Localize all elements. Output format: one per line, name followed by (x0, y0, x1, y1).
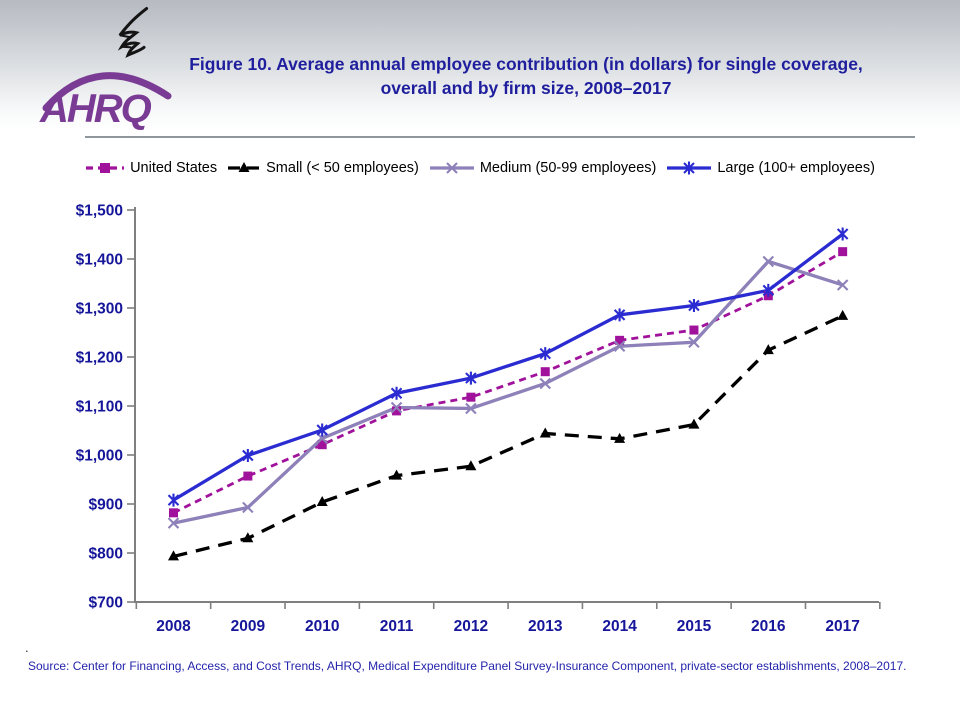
legend-label-4: Large (100+ employees) (717, 160, 875, 176)
x-axis-label: 2013 (528, 618, 563, 635)
ahrq-logo: AHRQ (36, 4, 206, 132)
data-point-marker (836, 227, 849, 241)
data-point-marker (465, 402, 477, 415)
legend-label-1: United States (130, 160, 218, 176)
legend-marker-square-icon (86, 163, 125, 173)
legend-marker-triangle-icon (228, 162, 261, 172)
y-axis-label: $1,500 (76, 203, 123, 220)
legend-label-3: Medium (50-99 employees) (479, 160, 657, 176)
data-point-marker (688, 336, 700, 349)
legend-item-3: Medium (50-99 employees) (429, 160, 657, 176)
data-point-marker (762, 255, 775, 268)
header-band: AHRQ Figure 10. Average annual employee … (0, 0, 960, 137)
data-point-marker (615, 335, 625, 345)
header-separator (85, 136, 915, 138)
data-point-marker (613, 340, 626, 352)
data-point-marker (169, 508, 178, 518)
data-point-marker (836, 279, 849, 291)
x-axis-label: 2017 (825, 618, 859, 635)
y-axis-label: $900 (89, 497, 123, 514)
y-axis-label: $700 (89, 595, 123, 612)
data-point-marker (688, 299, 700, 313)
data-point-marker (539, 377, 551, 390)
ahrq-logo-text: AHRQ (39, 87, 152, 131)
data-point-marker (837, 309, 849, 320)
legend-label-2: Small (< 50 employees) (266, 160, 419, 176)
data-point-marker (539, 347, 551, 361)
ahrq-wordmark: AHRQ (39, 72, 172, 131)
data-point-marker (465, 371, 477, 385)
y-axis-label: $1,100 (76, 399, 123, 416)
footnote-dot: . (25, 640, 29, 655)
data-point-marker (168, 550, 179, 561)
x-axis-label: 2015 (677, 618, 712, 635)
data-point-marker (167, 517, 180, 529)
data-point-marker (465, 460, 477, 471)
data-point-marker (391, 469, 403, 480)
data-point-marker (316, 496, 328, 507)
x-axis-label: 2009 (231, 618, 266, 635)
x-axis-label: 2010 (305, 618, 339, 635)
series-line-4 (172, 232, 844, 502)
data-point-marker (317, 440, 327, 450)
legend-marker-asterisk-icon (667, 161, 712, 175)
legend-item-1: United States (85, 160, 217, 176)
data-point-marker (614, 432, 626, 443)
source-citation: Source: Center for Financing, Access, an… (28, 659, 907, 673)
y-axis-label: $1,400 (76, 252, 123, 269)
x-axis-label: 2008 (156, 618, 191, 635)
series-line-3 (173, 259, 844, 525)
y-axis-label: $800 (89, 546, 123, 563)
data-point-marker (242, 501, 254, 514)
legend-item-4: Large (100+ employees) (666, 160, 875, 176)
data-point-marker (316, 432, 328, 445)
data-point-marker (613, 308, 626, 322)
x-axis-label: 2016 (751, 618, 786, 635)
data-point-marker (242, 448, 254, 462)
data-point-marker (392, 406, 402, 416)
data-point-marker (540, 367, 550, 377)
data-point-marker (390, 401, 403, 414)
x-axis-label: 2014 (602, 618, 637, 635)
legend-item-2: Small (< 50 employees) (227, 160, 419, 176)
data-point-marker (167, 493, 180, 507)
data-point-marker (316, 423, 328, 437)
data-point-marker (390, 386, 403, 400)
series-line-2 (173, 314, 844, 559)
series-line-1 (172, 250, 844, 515)
page-title: Figure 10. Average annual employee contr… (189, 54, 863, 98)
y-axis-label: $1,300 (76, 301, 123, 318)
data-point-marker (689, 325, 699, 335)
chart-legend: United States Small (< 50 employees) Mediu… (0, 157, 960, 179)
x-axis-label: 2012 (454, 618, 488, 635)
hhs-eagle-icon (117, 7, 149, 58)
x-axis-label: 2011 (380, 618, 414, 635)
legend-marker-x-icon (429, 162, 474, 174)
data-point-marker (762, 283, 775, 297)
data-point-marker (762, 344, 774, 355)
y-axis-label: $1,000 (76, 448, 123, 465)
data-point-marker (688, 418, 700, 429)
data-point-marker (243, 471, 253, 481)
data-point-marker (539, 427, 551, 438)
y-axis-label: $1,200 (76, 350, 123, 367)
data-point-marker (838, 247, 848, 257)
data-point-marker (242, 532, 254, 543)
data-point-marker (466, 392, 476, 402)
